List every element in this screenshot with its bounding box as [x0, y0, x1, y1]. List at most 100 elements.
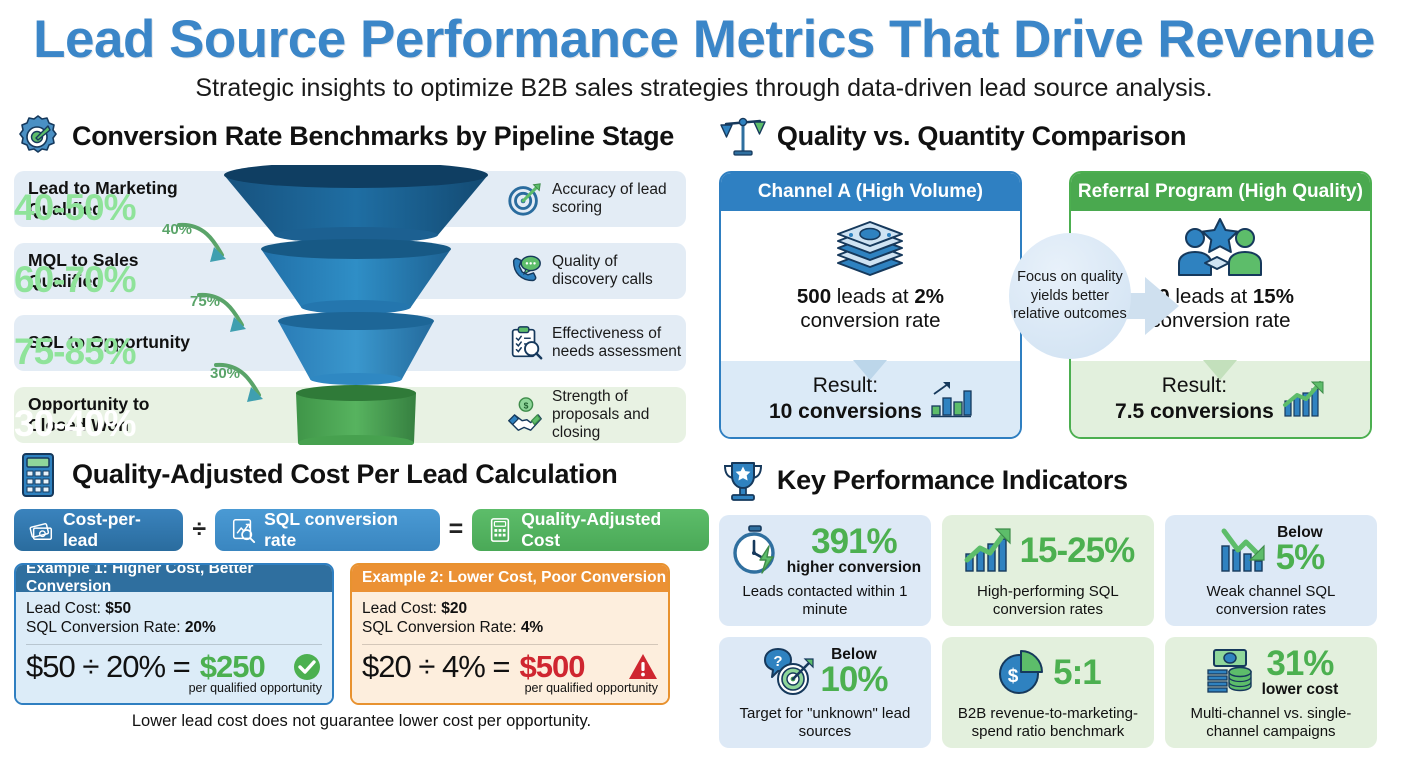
example-equation-row: $50 ÷ 20% = $250	[26, 649, 322, 685]
stopwatch-bolt-icon	[733, 525, 775, 574]
calculator-small-icon	[491, 517, 510, 542]
funnel-section-header: Conversion Rate Benchmarks by Pipeline S…	[14, 113, 709, 161]
comparison-card-referral: Referral Program (High Quality) 50 leads…	[1068, 170, 1372, 439]
example-sql-rate-label: SQL Conversion Rate:	[26, 619, 185, 637]
page-subtitle: Strategic insights to optimize B2B sales…	[195, 73, 1213, 102]
example-divider	[26, 644, 322, 646]
formula-term-label: SQL conversion rate	[264, 508, 398, 550]
example-header: Example 2: Lower Cost, Poor Conversion	[352, 564, 668, 592]
example-card-2: Example 2: Lower Cost, Poor Conversion L…	[350, 562, 670, 706]
svg-text:$: $	[1008, 666, 1019, 687]
dropoff-arrows	[177, 222, 263, 402]
kpi-description: Multi-channel vs. single-channel campaig…	[1190, 704, 1352, 740]
kpi-number-block: 391% higher conversion	[787, 524, 921, 576]
kpi-number-block: 5:1	[1053, 652, 1102, 692]
down-arrow-icon	[853, 359, 888, 380]
kpi-grid: 391% higher conversion Leads contacted w…	[718, 514, 1394, 748]
warning-triangle-icon	[629, 654, 657, 680]
kpi-top: 31% lower cost	[1204, 644, 1339, 701]
money-stack-icon	[837, 220, 904, 276]
comparison-card-stat: 500 leads at 2% conversion rate	[797, 285, 944, 333]
kpi-number: 5%	[1275, 538, 1326, 578]
comparison-card-channel-a: Channel A (High Volume)	[718, 170, 1022, 439]
content-columns: Conversion Rate Benchmarks by Pipeline S…	[0, 113, 1408, 748]
kpi-number: 391%	[811, 522, 898, 562]
kpi-prefix: Below	[1277, 523, 1323, 541]
scales-balance-icon	[720, 117, 766, 156]
dropoff-rate-0: 40%	[162, 220, 193, 238]
funnel-row-desc: Accuracy of lead scoring	[552, 180, 667, 216]
cost-section-title: Quality-Adjusted Cost Per Lead Calculati…	[72, 459, 618, 490]
kpi-card-4: $ 5:1 B2B revenue-to-marketing-spend rat…	[941, 636, 1154, 748]
example-lead-cost-label: Lead Cost:	[362, 599, 442, 617]
insight-bubble: Focus on quality yields better relative …	[1008, 232, 1131, 359]
funnel-value-2: 75-85%	[14, 330, 137, 372]
funnel-value-0: 40-50%	[14, 186, 137, 228]
growth-bars-icon	[964, 528, 1011, 572]
example-sql-rate: SQL Conversion Rate: 4%	[362, 618, 658, 638]
comparison-conv-rate: 15%	[1252, 284, 1294, 308]
phone-chat-icon	[512, 255, 541, 281]
cost-formula: Cost-per-lead ÷ SQL conversion rate =	[14, 508, 709, 551]
kpi-top: Below 5%	[1218, 522, 1325, 579]
clipboard-search-icon	[511, 325, 543, 360]
kpi-section-title: Key Performance Indicators	[776, 465, 1128, 496]
funnel-row-desc: Effectiveness of needs assessment	[552, 324, 682, 360]
example-lead-cost: Lead Cost: $50	[26, 599, 322, 619]
growth-chart-icon	[1282, 380, 1324, 417]
funnel-row-detail: $ Strength of proposals and closing	[506, 388, 686, 442]
example-card-1: Example 1: Higher Cost, Better Conversio…	[14, 562, 334, 706]
kpi-number-block: Below 5%	[1275, 523, 1326, 578]
funnel-stage-label: MQL to Sales Qualified	[28, 250, 139, 291]
comparison-leads-count: 500	[796, 284, 832, 308]
gear-wrench-icon	[19, 114, 57, 153]
kpi-top: ? Below 10%	[762, 644, 888, 701]
handshake-star-icon	[1178, 217, 1263, 276]
comparison-card-body: 500 leads at 2% conversion rate	[721, 211, 1020, 361]
right-column: Quality vs. Quantity Comparison Channel …	[718, 113, 1394, 748]
kpi-card-2: Below 5% Weak channel SQL conversion rat…	[1164, 514, 1377, 626]
funnel-row-detail: Quality of discovery calls	[506, 252, 686, 290]
left-column: Conversion Rate Benchmarks by Pipeline S…	[14, 113, 709, 748]
comparison-result-value: 10 conversions	[768, 399, 922, 423]
formula-term-cost-per-lead: Cost-per-lead	[14, 508, 184, 551]
cost-examples: Example 1: Higher Cost, Better Conversio…	[14, 562, 709, 706]
example-header: Example 1: Higher Cost, Better Conversio…	[16, 565, 332, 595]
formula-term-sql-rate: SQL conversion rate	[215, 508, 440, 551]
kpi-top: 391% higher conversion	[729, 522, 921, 579]
kpi-description: Leads contacted within 1 minute	[742, 582, 908, 618]
kpi-suffix: lower cost	[1261, 681, 1339, 699]
example-result: $250	[199, 649, 266, 685]
example-body: Lead Cost: $20 SQL Conversion Rate: 4% $…	[352, 591, 668, 704]
handshake-money-icon: $	[507, 396, 542, 431]
example-sql-rate-label: SQL Conversion Rate:	[362, 619, 521, 637]
quality-quantity-compare: Channel A (High Volume)	[718, 170, 1394, 451]
page-header: Lead Source Performance Metrics That Dri…	[0, 0, 1408, 103]
down-arrow-icon	[1203, 359, 1238, 380]
funnel-row-desc: Quality of discovery calls	[552, 252, 653, 288]
comparison-stat-suffix: conversion rate	[1150, 308, 1291, 332]
cost-section-footer: Lower lead cost does not guarantee lower…	[131, 712, 592, 731]
pie-dollar-icon: $	[999, 650, 1044, 695]
cash-cards-icon	[29, 522, 53, 540]
example-lead-cost-value: $20	[441, 599, 468, 617]
kpi-section-header: Key Performance Indicators	[719, 457, 1394, 505]
example-sql-rate: SQL Conversion Rate: 20%	[26, 618, 322, 638]
check-circle-icon	[294, 654, 320, 681]
conversion-funnel: Lead to Marketing Qualified Accuracy of …	[14, 164, 709, 445]
formula-term-label: Quality-Adjusted Cost	[521, 508, 662, 550]
comparison-card-body: 50 leads at 15% conversion rate	[1071, 211, 1370, 361]
formula-term-label: Cost-per-lead	[63, 508, 141, 550]
example-result: $500	[519, 649, 585, 685]
funnel-row-detail: Accuracy of lead scoring	[506, 180, 686, 218]
kpi-top: $ 5:1	[995, 644, 1102, 701]
svg-text:$: $	[524, 400, 529, 410]
funnel-shapes	[224, 164, 488, 445]
kpi-number: 5:1	[1053, 652, 1102, 692]
example-divider	[362, 644, 658, 646]
dropoff-rate-2: 30%	[210, 364, 241, 382]
quality-section-title: Quality vs. Quantity Comparison	[776, 121, 1187, 152]
kpi-number: 10%	[820, 660, 888, 700]
example-note: per qualified opportunity	[524, 681, 658, 696]
